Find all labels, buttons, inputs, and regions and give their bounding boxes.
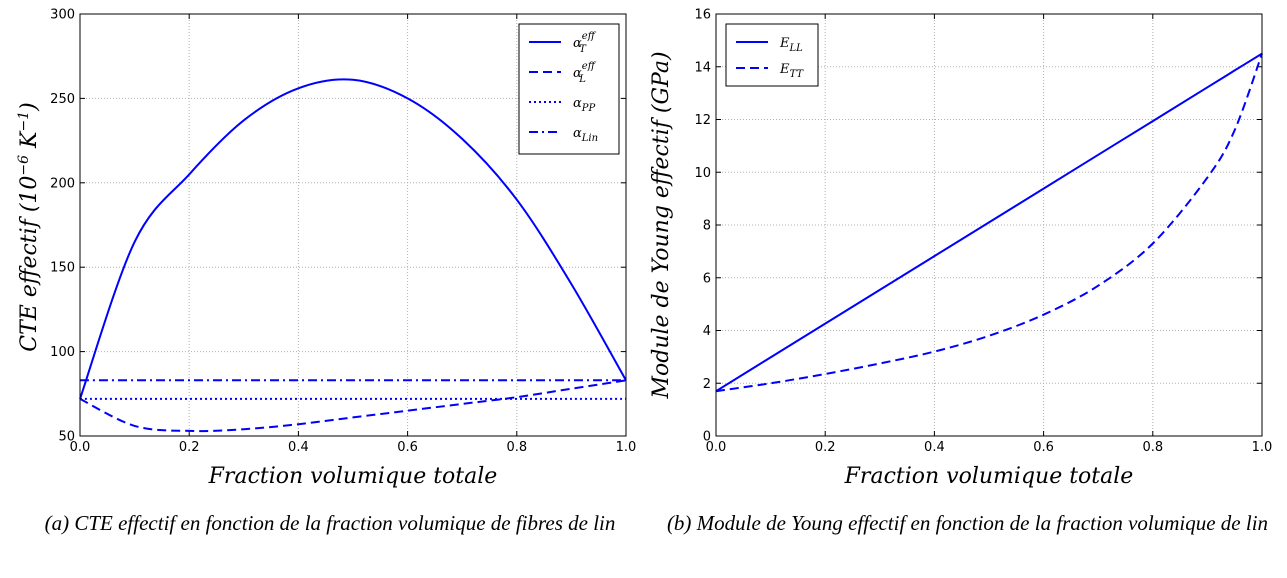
- chart-a-ytick-label: 50: [58, 430, 75, 445]
- chart-a-ytick-label: 150: [50, 261, 75, 276]
- chart-b-ytick-label: 8: [703, 219, 711, 234]
- chart-b-xtick-label: 0.8: [1142, 440, 1163, 455]
- chart-b-series-ll: [716, 54, 1262, 392]
- chart-a-xtick-label: 0.2: [179, 440, 200, 455]
- chart-b-ytick-label: 4: [703, 324, 711, 339]
- chart-b-ytick-label: 12: [694, 113, 711, 128]
- chart-a-ytick-label: 100: [50, 345, 75, 360]
- chart-b-ytick-label: 14: [694, 60, 711, 75]
- chart-b-ytick-label: 16: [694, 8, 711, 23]
- caption-a: (a) CTE effectif en fonction de la fract…: [20, 510, 640, 537]
- caption-b: (b) Module de Young effectif en fonction…: [660, 510, 1275, 537]
- chart-young-modulus: 0.0 0.2 0.4 0.6 0.8 1.00246810121416Fraction …: [649, 8, 1272, 490]
- chart-b-ytick-label: 0: [703, 430, 711, 445]
- chart-b-xtick-label: 0.2: [815, 440, 836, 455]
- chart-a-ytick-label: 300: [50, 8, 75, 23]
- chart-a-ytick-label: 200: [50, 176, 75, 191]
- chart-b-ytick-label: 2: [703, 377, 711, 392]
- chart-b-legend-box: [726, 24, 818, 86]
- chart-cte: CTE effectif (10−6 K−1) 0.0 0.2 0.4 0.6 0.8 1…: [16, 8, 636, 490]
- chart-a-ytick-label: 250: [50, 92, 75, 107]
- chart-b-xtick-label: 0.4: [924, 440, 945, 455]
- chart-a-xlabel: Fraction volumique totale: [208, 464, 498, 489]
- chart-a-xtick-label: 1.0: [616, 440, 637, 455]
- chart-b-ytick-label: 6: [703, 271, 711, 286]
- chart-b-xtick-label: 1.0: [1252, 440, 1273, 455]
- chart-a-xtick-label: 0.4: [288, 440, 309, 455]
- chart-a-xtick-label: 0.8: [506, 440, 527, 455]
- chart-a-xtick-label: 0.6: [397, 440, 418, 455]
- chart-b-xlabel: Fraction volumique totale: [844, 464, 1134, 489]
- chart-a-series-l: [80, 380, 626, 431]
- chart-a-legend-box: [519, 24, 619, 154]
- chart-a-ylabel: CTE effectif (10−6 K−1): [16, 102, 42, 351]
- chart-b-ytick-label: 10: [694, 166, 711, 181]
- chart-b-ylabel: Module de Young effectif (GPa): [649, 51, 674, 399]
- chart-b-xtick-label: 0.6: [1033, 440, 1054, 455]
